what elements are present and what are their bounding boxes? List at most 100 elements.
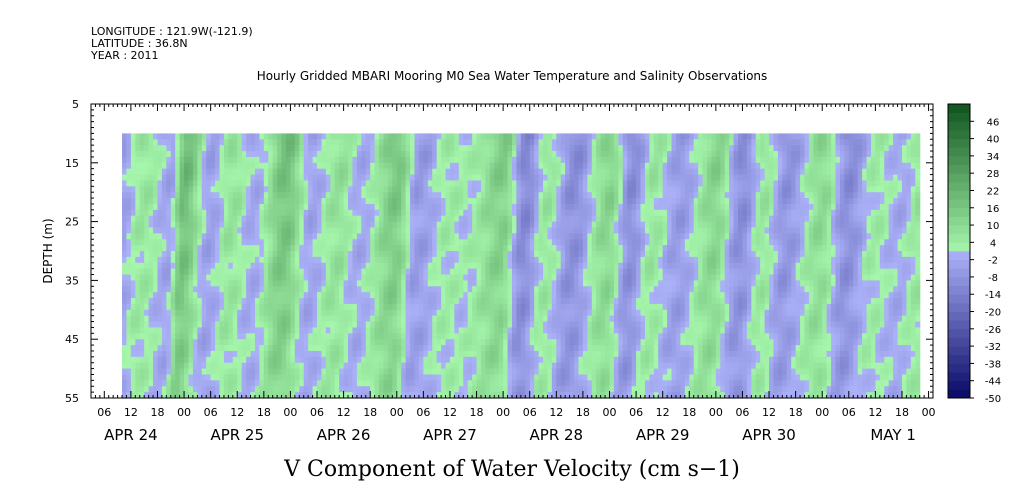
heat-cell xyxy=(206,303,212,311)
heat-cell xyxy=(210,345,216,352)
heat-cell xyxy=(157,186,163,193)
heat-cell xyxy=(348,333,354,340)
heat-cell xyxy=(467,286,473,293)
heat-cell xyxy=(574,168,580,176)
heat-cell xyxy=(449,345,455,352)
heat-cell xyxy=(317,268,323,276)
heat-cell xyxy=(480,145,487,152)
heat-cell xyxy=(512,303,518,311)
heat-cell xyxy=(489,280,495,287)
heat-cell xyxy=(330,139,336,146)
heat-cell xyxy=(356,280,362,287)
heat-cell xyxy=(308,239,314,246)
heat-cell xyxy=(166,151,172,158)
heat-cell xyxy=(303,151,309,158)
heat-cell xyxy=(467,309,473,317)
heat-cell xyxy=(605,209,611,217)
heat-cell xyxy=(210,386,216,393)
heat-cell xyxy=(392,162,398,170)
heat-cell xyxy=(241,298,247,305)
heat-cell xyxy=(192,374,198,381)
heat-cell xyxy=(361,162,367,170)
heat-cell xyxy=(418,180,424,187)
heat-cell xyxy=(547,245,553,252)
heat-cell xyxy=(308,268,314,276)
heat-cell xyxy=(206,368,212,376)
heat-cell xyxy=(565,233,571,240)
heat-cell xyxy=(139,362,145,370)
heat-cell xyxy=(268,374,274,381)
heat-cell xyxy=(582,256,588,264)
heat-cell xyxy=(414,309,420,317)
heat-cell xyxy=(596,227,602,234)
heat-cell xyxy=(418,298,424,305)
heat-cell xyxy=(192,309,198,317)
heat-cell xyxy=(547,292,553,299)
heat-cell xyxy=(321,180,327,187)
heat-cell xyxy=(374,321,380,329)
heat-cell xyxy=(432,274,438,281)
heat-cell xyxy=(410,151,416,158)
heat-cell xyxy=(494,245,500,252)
heat-cell xyxy=(365,374,371,381)
heat-cell xyxy=(396,380,402,387)
heat-cell xyxy=(525,309,531,317)
heat-cell xyxy=(250,327,256,334)
heat-cell xyxy=(600,321,606,329)
heat-cell xyxy=(454,145,460,152)
heat-cell xyxy=(498,368,504,376)
heat-cell xyxy=(299,321,305,329)
heat-cell xyxy=(166,156,172,164)
heat-cell xyxy=(148,233,154,240)
heat-cell xyxy=(343,345,349,352)
heat-cell xyxy=(480,139,487,146)
heat-cell xyxy=(489,268,495,276)
heat-cell xyxy=(454,362,460,370)
heat-cell xyxy=(348,362,354,370)
heat-cell xyxy=(321,280,327,287)
heat-cell xyxy=(387,239,393,246)
heat-cell xyxy=(325,174,331,182)
heat-cell xyxy=(396,309,402,317)
heat-cell xyxy=(153,256,159,264)
heat-cell xyxy=(157,374,163,381)
heat-cell xyxy=(609,286,615,293)
heat-cell xyxy=(184,327,190,334)
heat-cell xyxy=(285,380,292,387)
heat-cell xyxy=(591,303,597,311)
heat-cell xyxy=(175,380,181,387)
heat-cell xyxy=(184,362,190,370)
heat-cell xyxy=(374,215,380,223)
heat-cell xyxy=(410,380,416,387)
heat-cell xyxy=(188,198,194,205)
heat-cell xyxy=(241,303,247,311)
heat-cell xyxy=(157,262,163,270)
heat-cell xyxy=(498,286,504,293)
heat-cell xyxy=(175,133,181,140)
heat-cell xyxy=(285,198,292,205)
heat-cell xyxy=(237,256,243,264)
heat-cell xyxy=(387,215,393,223)
heat-cell xyxy=(410,350,416,358)
heat-cell xyxy=(396,327,402,334)
heat-cell xyxy=(423,192,429,199)
heat-cell xyxy=(232,145,238,152)
heat-cell xyxy=(467,145,473,152)
heat-cell xyxy=(161,274,167,281)
heat-cell xyxy=(339,192,345,199)
heat-cell xyxy=(458,239,464,246)
heat-cell xyxy=(534,362,540,370)
heat-cell xyxy=(410,209,416,217)
heat-cell xyxy=(135,327,141,334)
heat-cell xyxy=(454,292,460,299)
heat-cell xyxy=(538,362,544,370)
heat-cell xyxy=(201,198,207,205)
heat-cell xyxy=(591,356,597,364)
heat-cell xyxy=(308,174,314,182)
heat-cell xyxy=(206,198,212,205)
heat-cell xyxy=(441,292,447,299)
heat-cell xyxy=(144,362,150,370)
heat-cell xyxy=(285,392,292,399)
heat-cell xyxy=(436,221,442,229)
heat-cell xyxy=(232,274,238,281)
